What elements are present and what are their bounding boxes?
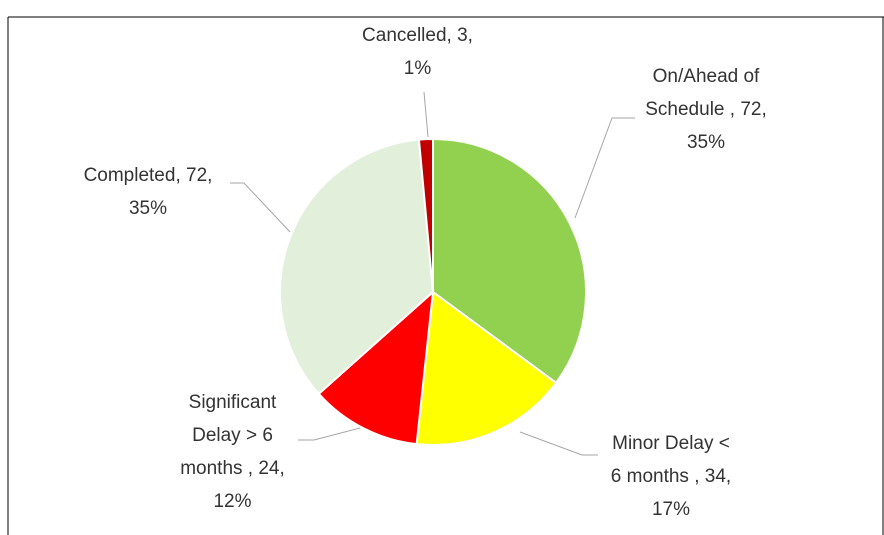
leader-line	[574, 117, 635, 219]
data-label: Significant Delay > 6 months , 24, 12%	[180, 392, 285, 512]
leader-line	[423, 91, 429, 138]
data-label: On/Ahead of Schedule , 72, 35%	[645, 66, 767, 153]
label-value: 72, 35%	[128, 165, 213, 219]
pie-slice	[417, 137, 434, 293]
data-label: Completed, 72, 35%	[83, 165, 213, 219]
pie-slice	[317, 289, 435, 446]
label-category: Completed	[83, 165, 176, 186]
leader-line	[298, 427, 361, 441]
label-value: 34, 17%	[651, 466, 732, 520]
label-value: 72, 35%	[686, 99, 767, 153]
leader-line	[230, 182, 291, 233]
label-category: Significant Delay > 6 months	[180, 392, 277, 479]
data-label: Minor Delay < 6 months , 34, 17%	[610, 433, 732, 520]
label-value: 24, 12%	[213, 458, 285, 512]
pie-slice	[432, 137, 587, 385]
pie-slice	[279, 138, 435, 396]
leader-line	[519, 431, 598, 456]
label-category: Minor Delay < 6 months	[610, 433, 730, 487]
label-category: Cancelled	[362, 25, 447, 46]
label-value: 3, 1%	[403, 25, 473, 79]
data-label: Cancelled, 3, 1%	[362, 25, 473, 79]
label-category: On/Ahead of Schedule	[645, 66, 760, 120]
pie-slice	[415, 290, 558, 446]
